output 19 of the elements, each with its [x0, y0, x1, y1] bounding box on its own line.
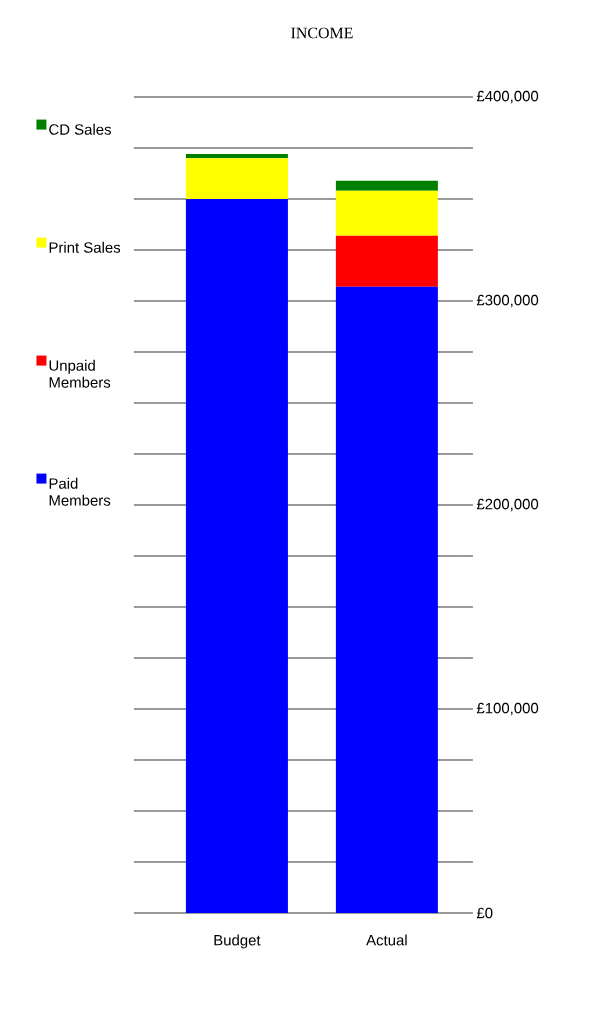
- bar: [335, 190, 438, 236]
- y-tick-label: £300,000: [476, 294, 539, 308]
- bar: [185, 158, 288, 199]
- chart-title: INCOME: [291, 27, 353, 39]
- y-tick-label: £200,000: [476, 498, 539, 512]
- y-tick-label: £400,000: [476, 90, 539, 104]
- y-tick-label: £100,000: [476, 702, 539, 716]
- bar: [335, 180, 438, 191]
- legend-label: Print Sales: [49, 241, 121, 253]
- legend-label: CD Sales: [49, 123, 111, 135]
- bar: [185, 154, 288, 159]
- bar: [335, 286, 438, 913]
- x-tick-label: Actual: [366, 934, 407, 946]
- legend-label: Paid Members: [49, 477, 111, 506]
- bar: [335, 235, 438, 287]
- y-tick-label: £0: [476, 907, 493, 919]
- legend-label: Unpaid Members: [49, 359, 111, 388]
- bar: [185, 198, 288, 913]
- x-tick-label: Budget: [214, 934, 261, 949]
